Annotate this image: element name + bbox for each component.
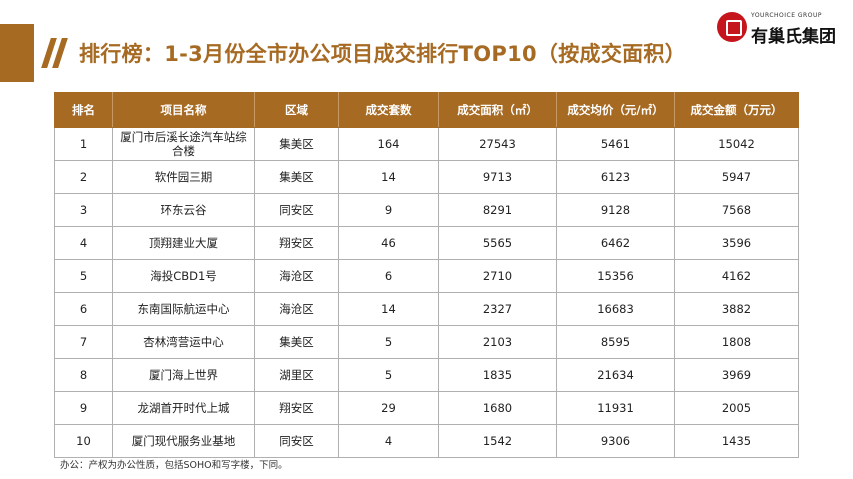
cell-district: 集美区 (254, 127, 339, 161)
cell-project: 顶翔建业大厦 (112, 226, 255, 260)
cell-district: 同安区 (254, 193, 339, 227)
cell-area: 1680 (438, 391, 557, 425)
cell-district: 湖里区 (254, 358, 339, 392)
cell-district: 海沧区 (254, 292, 339, 326)
cell-units: 5 (338, 358, 439, 392)
cell-area: 5565 (438, 226, 557, 260)
cell-amount: 1808 (674, 325, 799, 359)
table-row: 7 杏林湾营运中心 集美区 5 2103 8595 1808 (54, 325, 799, 359)
cell-avg-price: 5461 (556, 127, 675, 161)
cell-project: 东南国际航运中心 (112, 292, 255, 326)
cell-rank: 9 (54, 391, 113, 425)
cell-rank: 4 (54, 226, 113, 260)
table-header-row: 排名 项目名称 区域 成交套数 成交面积（㎡） 成交均价（元/㎡） 成交金额（万… (54, 92, 799, 128)
cell-district: 海沧区 (254, 259, 339, 293)
table-row: 2 软件园三期 集美区 14 9713 6123 5947 (54, 160, 799, 194)
cell-area: 2327 (438, 292, 557, 326)
column-header-area: 成交面积（㎡） (438, 92, 557, 128)
cell-rank: 8 (54, 358, 113, 392)
cell-units: 14 (338, 292, 439, 326)
cell-avg-price: 8595 (556, 325, 675, 359)
column-header-district: 区域 (254, 92, 339, 128)
cell-rank: 10 (54, 424, 113, 458)
table-row: 1 厦门市后溪长途汽车站综合楼 集美区 164 27543 5461 15042 (54, 127, 799, 161)
cell-avg-price: 21634 (556, 358, 675, 392)
cell-avg-price: 15356 (556, 259, 675, 293)
cell-district: 同安区 (254, 424, 339, 458)
column-header-rank: 排名 (54, 92, 113, 128)
logo: YOURCHOICE GROUP 有巢氏集团 (717, 8, 839, 50)
cell-amount: 4162 (674, 259, 799, 293)
page-title: 排行榜：1-3月份全市办公项目成交排行TOP10（按成交面积） (79, 42, 687, 66)
cell-district: 集美区 (254, 160, 339, 194)
cell-amount: 3882 (674, 292, 799, 326)
cell-amount: 3596 (674, 226, 799, 260)
logo-chinese-name: 有巢氏集团 (751, 27, 836, 47)
table-row: 4 顶翔建业大厦 翔安区 46 5565 6462 3596 (54, 226, 799, 260)
cell-area: 2710 (438, 259, 557, 293)
cell-units: 29 (338, 391, 439, 425)
title-slashes (41, 38, 68, 68)
footnote: 办公：产权为办公性质，包括SOHO和写字楼，下同。 (60, 460, 288, 471)
cell-amount: 3969 (674, 358, 799, 392)
cell-units: 6 (338, 259, 439, 293)
cell-amount: 1435 (674, 424, 799, 458)
cell-area: 1835 (438, 358, 557, 392)
cell-district: 集美区 (254, 325, 339, 359)
cell-units: 14 (338, 160, 439, 194)
cell-area: 8291 (438, 193, 557, 227)
cell-area: 2103 (438, 325, 557, 359)
cell-project: 厦门现代服务业基地 (112, 424, 255, 458)
cell-amount: 2005 (674, 391, 799, 425)
cell-project: 龙湖首开时代上城 (112, 391, 255, 425)
cell-rank: 3 (54, 193, 113, 227)
cell-units: 9 (338, 193, 439, 227)
cell-avg-price: 6123 (556, 160, 675, 194)
cell-rank: 5 (54, 259, 113, 293)
cell-units: 5 (338, 325, 439, 359)
cell-area: 9713 (438, 160, 557, 194)
cell-rank: 2 (54, 160, 113, 194)
cell-units: 46 (338, 226, 439, 260)
accent-bar (0, 24, 34, 82)
column-header-project: 项目名称 (112, 92, 255, 128)
cell-project: 环东云谷 (112, 193, 255, 227)
table-row: 5 海投CBD1号 海沧区 6 2710 15356 4162 (54, 259, 799, 293)
table-row: 10 厦门现代服务业基地 同安区 4 1542 9306 1435 (54, 424, 799, 458)
cell-amount: 7568 (674, 193, 799, 227)
logo-icon (717, 12, 747, 42)
cell-avg-price: 6462 (556, 226, 675, 260)
cell-avg-price: 9128 (556, 193, 675, 227)
table-row: 6 东南国际航运中心 海沧区 14 2327 16683 3882 (54, 292, 799, 326)
cell-units: 4 (338, 424, 439, 458)
column-header-amount: 成交金额（万元） (674, 92, 799, 128)
ranking-table: 排名 项目名称 区域 成交套数 成交面积（㎡） 成交均价（元/㎡） 成交金额（万… (54, 92, 799, 458)
cell-district: 翔安区 (254, 226, 339, 260)
cell-project: 软件园三期 (112, 160, 255, 194)
column-header-avg-price: 成交均价（元/㎡） (556, 92, 675, 128)
cell-area: 27543 (438, 127, 557, 161)
cell-amount: 5947 (674, 160, 799, 194)
cell-area: 1542 (438, 424, 557, 458)
table-row: 8 厦门海上世界 湖里区 5 1835 21634 3969 (54, 358, 799, 392)
cell-rank: 7 (54, 325, 113, 359)
column-header-units: 成交套数 (338, 92, 439, 128)
cell-rank: 6 (54, 292, 113, 326)
cell-project: 厦门市后溪长途汽车站综合楼 (112, 127, 255, 161)
cell-rank: 1 (54, 127, 113, 161)
cell-district: 翔安区 (254, 391, 339, 425)
cell-project: 厦门海上世界 (112, 358, 255, 392)
cell-project: 杏林湾营运中心 (112, 325, 255, 359)
logo-english-name: YOURCHOICE GROUP (751, 12, 822, 19)
cell-avg-price: 16683 (556, 292, 675, 326)
title-bar: 排行榜：1-3月份全市办公项目成交排行TOP10（按成交面积） (0, 24, 686, 82)
table-row: 9 龙湖首开时代上城 翔安区 29 1680 11931 2005 (54, 391, 799, 425)
cell-project: 海投CBD1号 (112, 259, 255, 293)
cell-units: 164 (338, 127, 439, 161)
table-row: 3 环东云谷 同安区 9 8291 9128 7568 (54, 193, 799, 227)
cell-avg-price: 9306 (556, 424, 675, 458)
cell-avg-price: 11931 (556, 391, 675, 425)
cell-amount: 15042 (674, 127, 799, 161)
